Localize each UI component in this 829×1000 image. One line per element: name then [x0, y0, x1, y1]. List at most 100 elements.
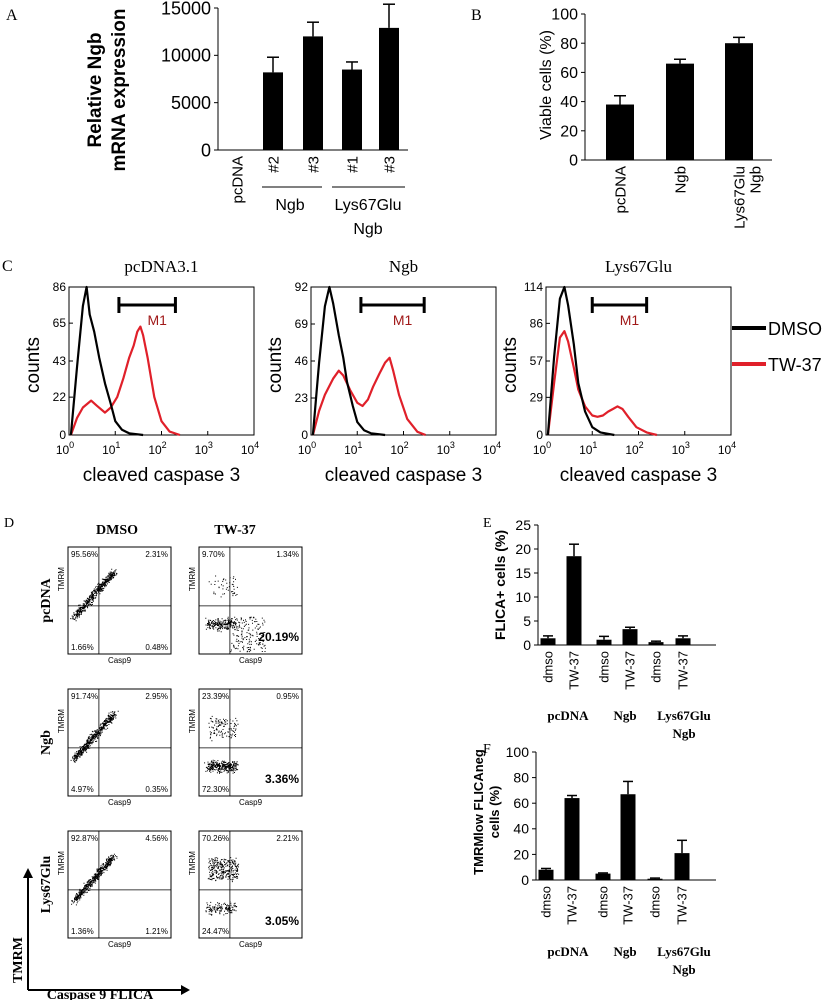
dot-plot-1: 95.56% 2.31% 1.66% 0.48% Casp9 TMRM [57, 546, 172, 665]
panel-c-legend: DMSO TW-37 [732, 319, 822, 375]
x-tick-label: 100 [533, 440, 551, 457]
quadrant-ll: 4.97% [71, 785, 94, 794]
quadrant-ll: 1.66% [71, 643, 94, 652]
panel-a-letter: A [6, 7, 18, 24]
panel-f-category-labels: dmso TW-37 dmso TW-37 dmso TW-37 [539, 886, 690, 925]
dot-plot-ylabel: TMRM [188, 851, 197, 875]
panel-a: A Relative Ngb mRNA expression 0 5000 1000… [6, 0, 408, 238]
legend-label-dmso: DMSO [768, 319, 822, 339]
dot-plot-ylabel: TMRM [57, 567, 66, 591]
panel-a-category-labels: pcDNA #2 #3 #1 #3 [229, 156, 398, 204]
panel-d-axis-x-label: Caspase 9 FLICA [47, 988, 154, 1000]
category-label: Lys67Glu [731, 166, 748, 229]
y-tick-label: 0 [569, 153, 578, 170]
panel-f-group-mut: Lys67Glu [657, 944, 710, 959]
panel-b-ylabel: Viable cells (%) [538, 30, 555, 140]
scatter-dots [70, 710, 119, 763]
scatter-dots [204, 715, 239, 774]
bar [379, 27, 399, 151]
quadrant-lr: 1.21% [145, 927, 168, 936]
panel-a-bars [227, 3, 399, 151]
bar [303, 36, 323, 150]
panel-f-y-ticks: 0 20 40 60 80 100 [506, 744, 536, 888]
y-tick-label: 86 [53, 280, 67, 294]
y-tick-label: 10000 [161, 46, 211, 66]
quadrant-ur: 2.31% [145, 550, 168, 559]
y-tick-label: 100 [551, 7, 578, 24]
panel-e-y-ticks: 0 5 10 15 20 25 [515, 517, 538, 653]
histogram-xlabel: cleaved caspase 3 [83, 465, 240, 486]
histogram-xlabel: cleaved caspase 3 [560, 465, 717, 486]
bar [674, 853, 690, 880]
gate-label: M1 [147, 312, 167, 328]
quadrant-ul: 9.70% [202, 550, 225, 559]
y-tick-label: 86 [530, 316, 544, 330]
panel-b-bars [606, 36, 753, 161]
panel-d-axis-y-label: TMRM [11, 937, 26, 983]
dot-plot-ylabel: TMRM [57, 851, 66, 875]
quadrant-ll: 72.30% [202, 785, 229, 794]
quadrant-ur: 0.95% [276, 692, 299, 701]
panel-f-ylabel-line1: TMRMlow FLICAneg [471, 749, 486, 875]
histogram-1: pcDNA3.1 0 22 43 65 86 counts 100 101 102 103 104cl… [23, 257, 259, 486]
x-tick-label: 102 [390, 440, 408, 457]
bar [596, 639, 612, 645]
y-tick-label: 80 [513, 770, 529, 786]
scatter-dots [205, 857, 240, 916]
dot-plot-frame [198, 546, 303, 655]
dot-plot-frame [67, 830, 172, 939]
dot-plot-xlabel: Casp9 [239, 798, 263, 807]
y-tick-label: 20 [513, 846, 529, 862]
category-label: Ngb [747, 166, 764, 194]
x-tick-label: 103 [672, 440, 690, 457]
panel-f: F TMRMlow FLICAneg cells (%) 0 20 40 60 80 10… [471, 742, 716, 977]
y-tick-label: 0 [59, 428, 66, 442]
dot-plot-ylabel: TMRM [188, 567, 197, 591]
histogram-ylabel: counts [23, 337, 44, 393]
histogram-series-tw37 [546, 330, 658, 437]
plot-frame [545, 286, 732, 436]
category-label: TW-37 [621, 886, 636, 925]
panel-d-letter: D [4, 516, 14, 531]
category-label: TW-37 [623, 651, 638, 690]
panel-b: B Viable cells (%) 0 20 40 60 80 100 pcDNA Ngb… [471, 7, 772, 229]
y-tick-label: 23 [295, 391, 309, 405]
panel-e-group-ngb: Ngb [613, 708, 636, 723]
bar [620, 794, 636, 880]
quadrant-lr-highlight: 3.36% [265, 772, 299, 786]
dot-plot-frame [198, 830, 303, 939]
plot-frame [68, 286, 255, 436]
bar [566, 556, 582, 645]
panel-f-ylabel-line2: cells (%) [487, 786, 502, 839]
category-label: #3 [381, 156, 398, 173]
histogram-2: Ngb 0 23 46 69 92 counts 100 101 102 103 104cleaved… [265, 257, 501, 486]
panel-f-group-pcdna: pcDNA [547, 944, 589, 959]
y-tick-label: 22 [53, 390, 67, 404]
y-tick-label: 65 [53, 316, 67, 330]
category-label: pcDNA [612, 166, 629, 214]
panel-d-dot-plots: 95.56% 2.31% 1.66% 0.48% Casp9 TMRM 9.70% 1.34%… [57, 546, 303, 949]
category-label: dmso [649, 651, 664, 683]
panel-b-y-ticks: 0 20 40 60 80 100 [551, 7, 585, 170]
y-tick-label: 0 [201, 140, 211, 160]
panel-f-group-ngb: Ngb [613, 944, 636, 959]
quadrant-ll: 24.47% [202, 927, 229, 936]
category-label: dmso [541, 651, 556, 683]
bar [647, 878, 663, 880]
dot-plot-xlabel: Casp9 [239, 940, 263, 949]
histogram-title: Ngb [389, 257, 418, 276]
y-tick-label: 40 [513, 821, 529, 837]
x-tick-label: 104 [241, 440, 259, 457]
panel-d-row-labels: pcDNA Ngb Lys67Glu [39, 577, 54, 913]
gate-label: M1 [620, 312, 640, 328]
dot-plot-xlabel: Casp9 [239, 656, 263, 665]
panel-f-bars [538, 780, 690, 880]
panel-e-letter: E [483, 516, 492, 531]
panel-f-group-mut-line2: Ngb [672, 962, 695, 977]
histogram-series-tw37 [69, 325, 181, 437]
bar [540, 638, 556, 645]
x-tick-label: 102 [148, 440, 166, 457]
category-label: #1 [344, 156, 361, 173]
quadrant-ur: 1.34% [276, 550, 299, 559]
